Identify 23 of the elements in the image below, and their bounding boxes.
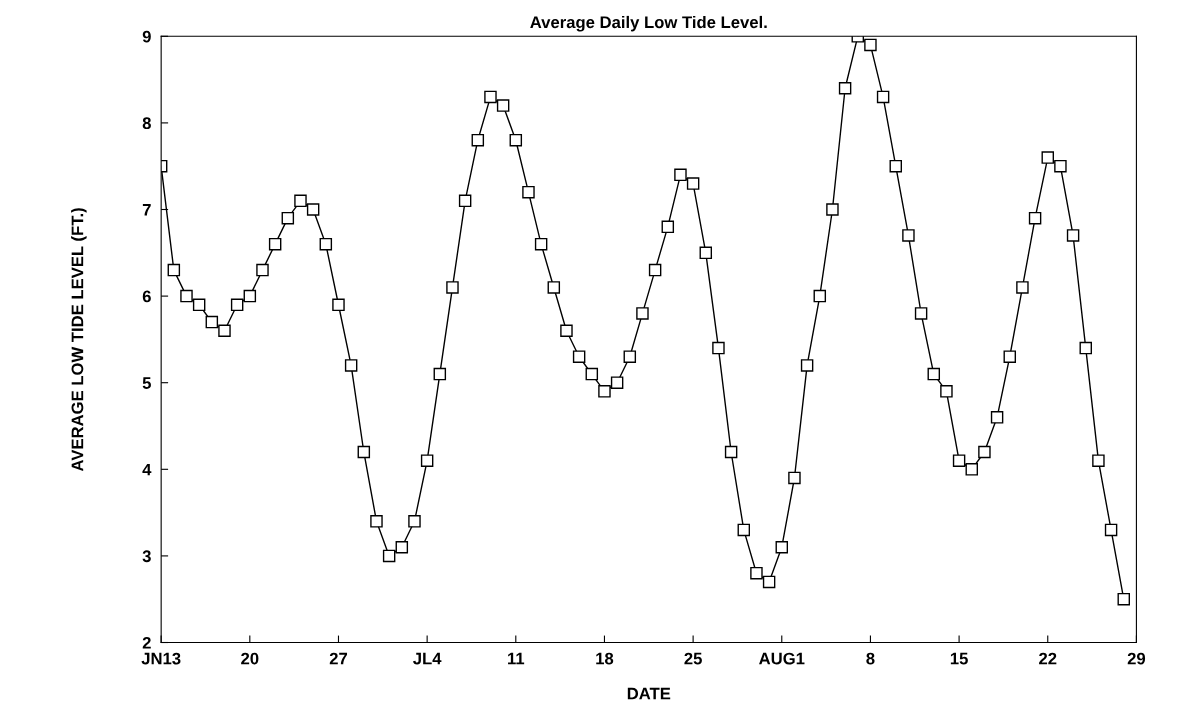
y-tick-label: 2 bbox=[142, 636, 151, 649]
y-tick-label: 3 bbox=[142, 550, 151, 563]
x-tick-label: 20 bbox=[241, 652, 259, 665]
x-tick-label: 22 bbox=[1039, 652, 1057, 665]
y-tick-label: 9 bbox=[142, 30, 151, 43]
y-tick-label: 5 bbox=[142, 377, 151, 389]
y-axis-title: AVERAGE LOW TIDE LEVEL (FT.) bbox=[71, 208, 87, 472]
x-tick-label: JL4 bbox=[413, 652, 442, 665]
y-tick-label: 8 bbox=[142, 117, 151, 130]
x-tick-label: 27 bbox=[329, 652, 348, 665]
chart-title: Average Daily Low Tide Level. bbox=[530, 15, 767, 32]
x-tick-label: 18 bbox=[596, 652, 614, 665]
y-tick-label: 4 bbox=[142, 463, 152, 476]
y-tick-label: 6 bbox=[142, 290, 151, 303]
x-tick-label: JN13 bbox=[141, 652, 181, 665]
y-tick-label: 7 bbox=[142, 204, 151, 216]
x-tick-label: AUG1 bbox=[759, 652, 805, 665]
x-tick-label: 29 bbox=[1127, 652, 1146, 665]
x-axis-title: DATE bbox=[627, 687, 671, 700]
x-tick-label: 8 bbox=[866, 652, 875, 665]
x-tick-label: 25 bbox=[684, 652, 702, 665]
x-tick-label: 11 bbox=[508, 652, 525, 665]
x-tick-label: 15 bbox=[950, 652, 968, 665]
